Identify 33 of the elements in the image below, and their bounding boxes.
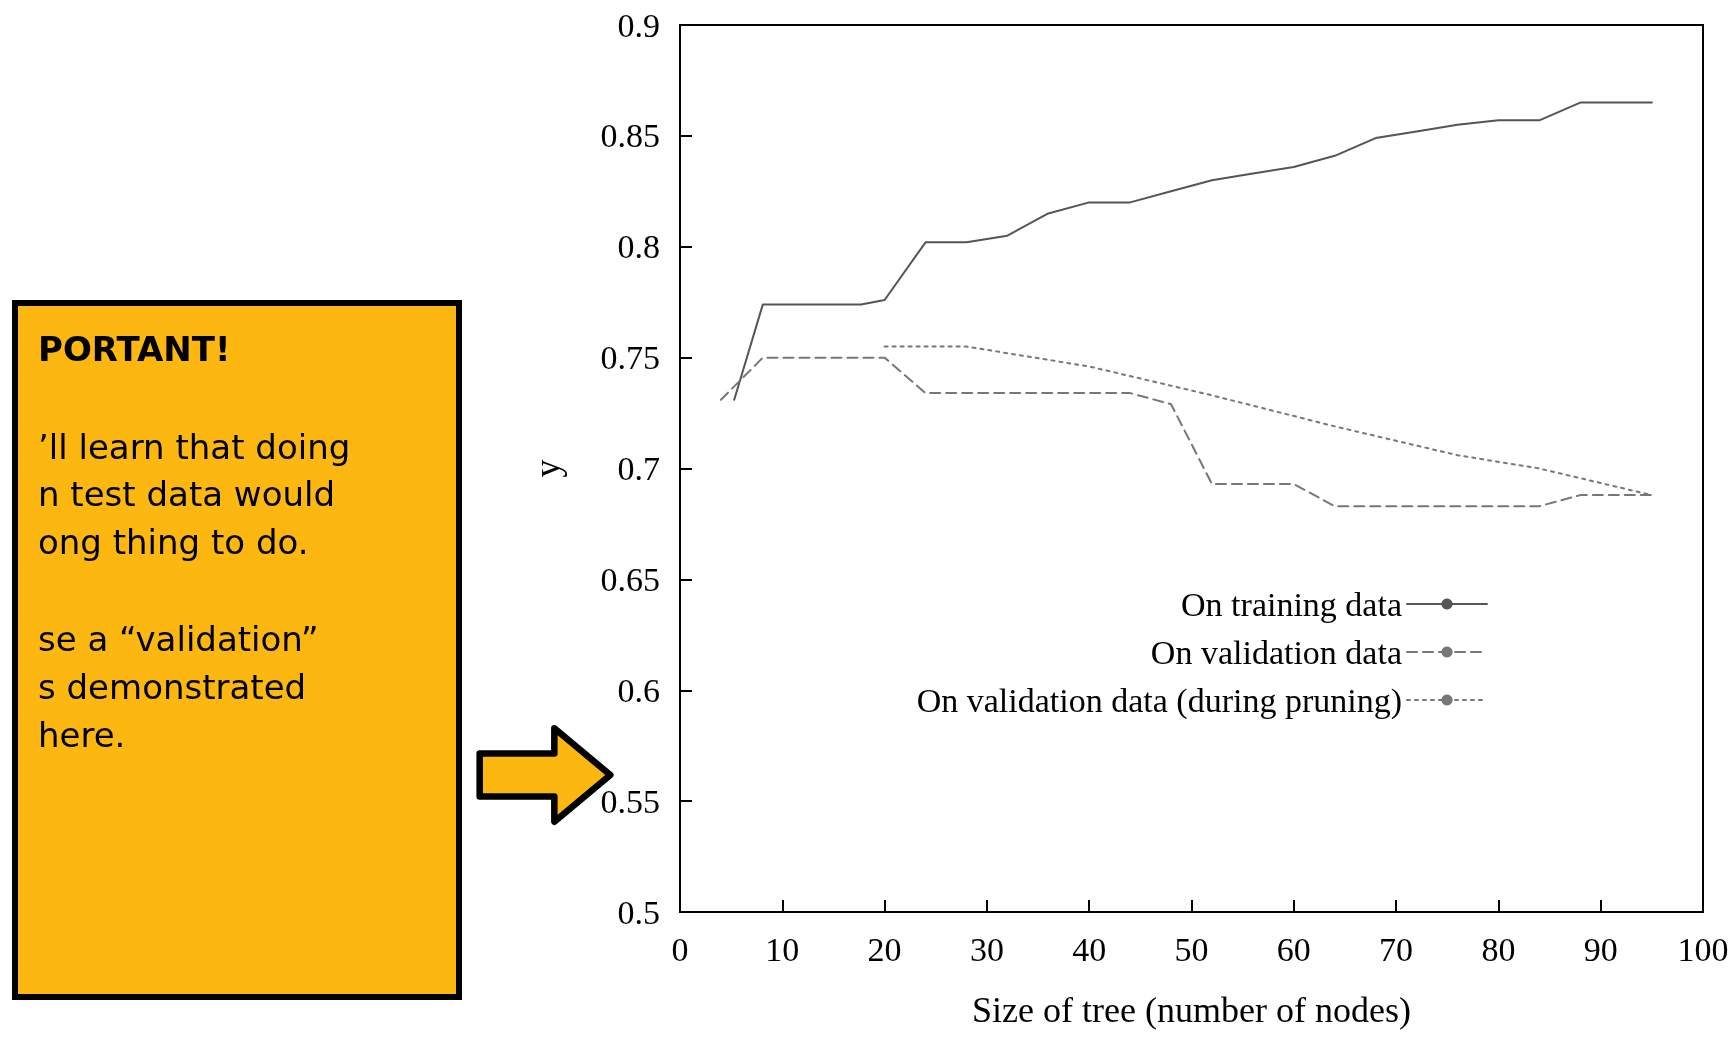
x-tick-label: 40	[1072, 930, 1107, 968]
x-tick-label: 80	[1481, 930, 1516, 968]
legend-label: On validation data	[1150, 633, 1402, 671]
y-tick-label: 0.65	[600, 560, 660, 598]
y-tick-label: 0.85	[600, 117, 660, 155]
text: s demonstrated	[38, 665, 308, 709]
x-tick-label: 30	[969, 930, 1004, 968]
x-tick-label: 60	[1276, 930, 1311, 968]
text: PORTANT!	[38, 328, 232, 371]
y-tick-label: 0.55	[600, 782, 660, 820]
line-series	[733, 101, 1653, 401]
y-tick-label: 0.6	[617, 671, 660, 709]
x-tick-label: 20	[867, 930, 902, 968]
y-axis-title: y	[527, 459, 567, 478]
legend-label: On validation data (during pruning)	[916, 681, 1402, 720]
y-tick-label: 0.75	[600, 339, 660, 377]
x-tick-label: 0	[671, 930, 689, 968]
y-tick-label: 0.7	[617, 450, 660, 487]
x-tick-label: 90	[1583, 930, 1618, 968]
text: here.	[38, 713, 127, 757]
x-tick-label: 10	[765, 930, 800, 968]
x-tick-label: 100	[1677, 930, 1729, 968]
text: n test data would	[38, 473, 337, 517]
text: ’ll learn that doing	[38, 425, 352, 469]
y-tick-label: 0.8	[617, 228, 660, 266]
x-tick-label: 50	[1174, 930, 1209, 968]
x-tick-label: 70	[1379, 930, 1414, 968]
text: ong thing to do.	[38, 520, 310, 564]
legend-label: On training data	[1181, 585, 1402, 623]
y-tick-label: 0.9	[617, 6, 660, 44]
text: se a “validation”	[38, 618, 320, 662]
y-tick-label: 0.5	[617, 893, 660, 931]
x-axis-title: Size of tree (number of nodes)	[972, 990, 1411, 1030]
